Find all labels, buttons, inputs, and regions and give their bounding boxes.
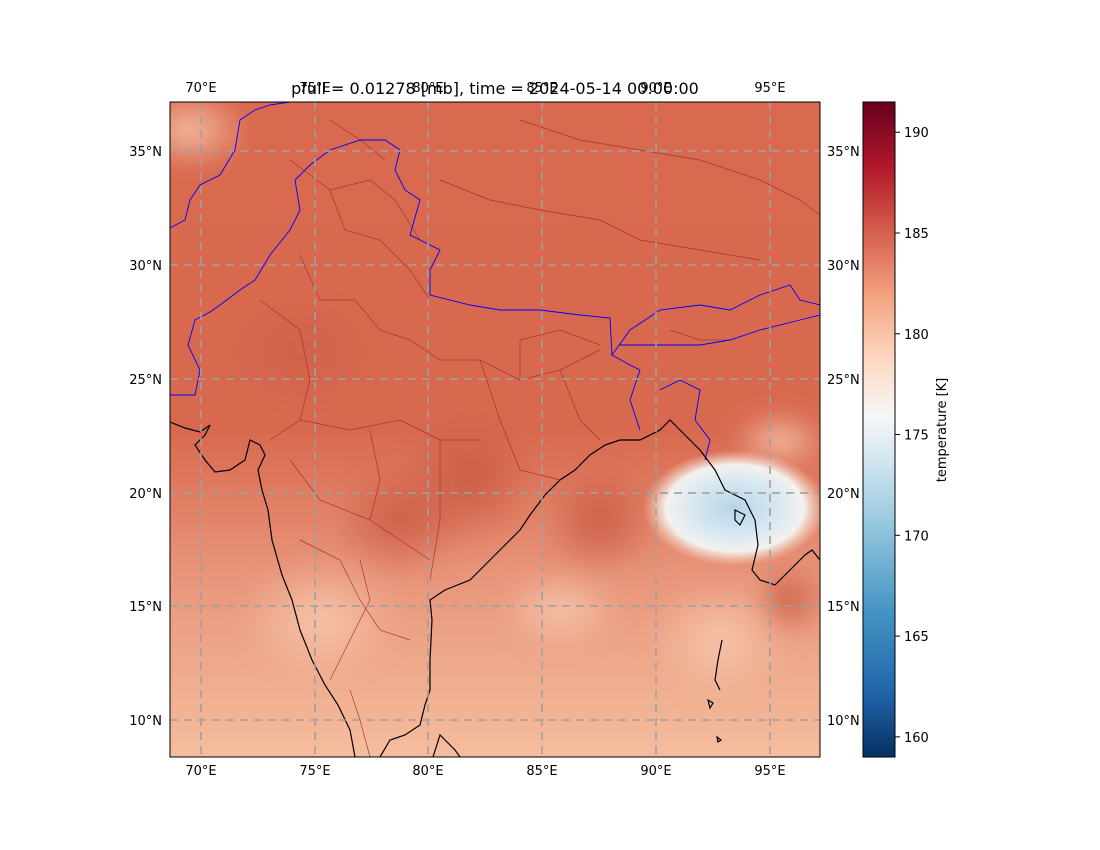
left-lat-label: 15°N — [129, 600, 162, 615]
colorbar-tick-label: 170 — [904, 529, 929, 544]
left-lat-label: 10°N — [129, 714, 162, 729]
cold-anomaly — [643, 450, 820, 566]
top-lon-label: 75°E — [299, 81, 330, 96]
top-lon-label: 95°E — [754, 81, 785, 96]
bottom-lon-label: 90°E — [640, 764, 671, 779]
temperature-field — [170, 102, 820, 757]
right-lat-label: 25°N — [827, 373, 860, 388]
left-lat-label: 30°N — [129, 259, 162, 274]
gridlines — [170, 102, 820, 757]
left-lat-label: 25°N — [129, 373, 162, 388]
colorbar-tick-label: 185 — [904, 227, 929, 242]
colorbar-tick-label: 160 — [904, 731, 929, 746]
top-lon-label: 90°E — [640, 81, 671, 96]
bottom-lon-label: 80°E — [412, 764, 443, 779]
colorbar-ticks: 160 165 170 175 180 185 190 — [895, 126, 929, 746]
bottom-lon-label: 70°E — [185, 764, 216, 779]
bottom-lon-label: 85°E — [526, 764, 557, 779]
top-lon-label: 70°E — [185, 81, 216, 96]
right-lat-label: 35°N — [827, 145, 860, 160]
country-borders — [170, 102, 820, 461]
colorbar-tick-label: 175 — [904, 429, 929, 444]
colorbar-tick-label: 165 — [904, 630, 929, 645]
right-lat-label: 15°N — [827, 600, 860, 615]
right-lat-label: 20°N — [827, 487, 860, 502]
coastline — [170, 419, 820, 757]
colorbar-label: temperature [K] — [935, 378, 950, 483]
bottom-lon-label: 95°E — [754, 764, 785, 779]
right-lat-label: 10°N — [827, 714, 860, 729]
bottom-lon-labels: 70°E 75°E 80°E 85°E 90°E 95°E — [185, 764, 785, 779]
state-borders — [259, 119, 820, 757]
right-lat-label: 30°N — [827, 259, 860, 274]
left-lat-labels: 35°N 30°N 25°N 20°N 15°N 10°N — [129, 145, 162, 729]
colorbar-tick-label: 190 — [904, 126, 929, 141]
bottom-lon-label: 75°E — [299, 764, 330, 779]
top-lon-labels: 70°E 75°E 80°E 85°E 90°E 95°E — [185, 81, 785, 96]
colorbar-tick-label: 180 — [904, 328, 929, 343]
top-lon-label: 85°E — [526, 81, 557, 96]
left-lat-label: 35°N — [129, 145, 162, 160]
colorbar-gradient — [862, 101, 896, 758]
colorbar: 160 165 170 175 180 185 190 temperature [K] — [862, 101, 950, 758]
top-lon-label: 80°E — [412, 81, 443, 96]
left-lat-label: 20°N — [129, 487, 162, 502]
map-title: pfull = 0.01278 [mb], time = 2024-05-14 … — [291, 79, 699, 98]
map-frame — [169, 101, 821, 758]
right-lat-labels: 35°N 30°N 25°N 20°N 15°N 10°N — [827, 145, 860, 729]
